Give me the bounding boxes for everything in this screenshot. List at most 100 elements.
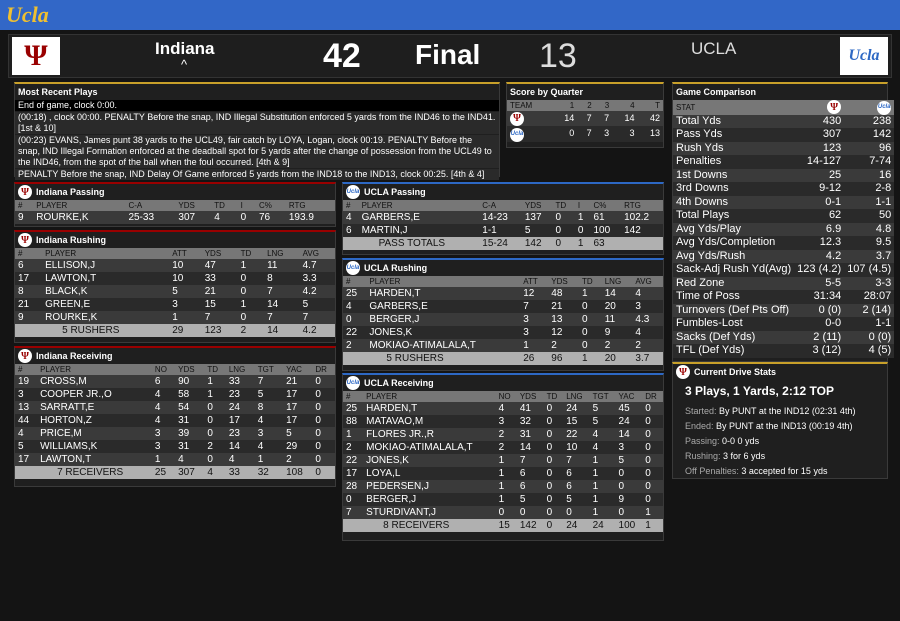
column-header[interactable]: DR xyxy=(642,391,663,402)
stat-label: 1st Downs xyxy=(673,168,795,182)
column-header[interactable]: PLAYER xyxy=(358,200,480,211)
player-row[interactable]: 44 HORTON,Z 4 31 0 17 4 17 0 xyxy=(15,414,335,427)
drive-row: Off Penalties: 3 accepted for 15 yds xyxy=(673,464,887,479)
column-header[interactable]: LNG xyxy=(563,391,590,402)
column-header[interactable]: ATT xyxy=(520,276,549,287)
player-row[interactable]: 9 ROURKE,K 25-33 307 4 0 76 193.9 xyxy=(15,211,335,224)
player-row[interactable]: 4 GARBERS,E 7 21 0 20 3 xyxy=(343,300,663,313)
column-header[interactable]: YDS xyxy=(175,364,205,375)
column-header[interactable]: TD xyxy=(543,391,564,402)
player-row[interactable]: 2 MOKIAO-ATIMALALA,T 2 14 0 10 4 3 0 xyxy=(343,441,663,454)
column-header[interactable]: RTG xyxy=(621,200,663,211)
ucla-value: 7-74 xyxy=(844,155,895,169)
stat-cell: 76 xyxy=(255,211,286,224)
player-row[interactable]: 0 BERGER,J 3 13 0 11 4.3 xyxy=(343,313,663,326)
column-header[interactable]: TD xyxy=(211,200,238,211)
ucla-value: 3-3 xyxy=(844,276,895,290)
column-header[interactable]: TD xyxy=(552,200,575,211)
player-row[interactable]: 17 LOYA,L 1 6 0 6 1 0 0 xyxy=(343,467,663,480)
column-header[interactable]: YDS xyxy=(521,200,553,211)
column-header[interactable]: YAC xyxy=(615,391,643,402)
player-row[interactable]: 6 ELLISON,J 10 47 1 11 4.7 xyxy=(15,259,335,272)
player-row[interactable]: 25 HARDEN,T 4 41 0 24 5 45 0 xyxy=(343,402,663,415)
comparison-row: Pass Yds 307 142 xyxy=(673,128,895,142)
column-header[interactable]: C% xyxy=(590,200,622,211)
team-cell: Ψ xyxy=(507,111,552,126)
column-header[interactable]: PLAYER xyxy=(366,276,521,287)
column-header[interactable]: YDS xyxy=(516,391,544,402)
column-header[interactable]: PLAYER xyxy=(363,391,496,402)
player-row[interactable]: 88 MATAVAO,M 3 32 0 15 5 24 0 xyxy=(343,415,663,428)
column-header[interactable]: PLAYER xyxy=(37,364,152,375)
player-row[interactable]: 5 WILLIAMS,K 3 31 2 14 4 29 0 xyxy=(15,440,335,453)
column-header[interactable]: YAC xyxy=(283,364,313,375)
column-header[interactable]: AVG xyxy=(299,248,335,259)
player-row[interactable]: 17 LAWTON,T 1 4 0 4 1 2 0 xyxy=(15,453,335,466)
ucla-brand-logo[interactable]: Ucla xyxy=(6,2,49,27)
column-header[interactable]: LNG xyxy=(225,364,255,375)
player-row[interactable]: 4 PRICE,M 3 39 0 23 3 5 0 xyxy=(15,427,335,440)
player-row[interactable]: 8 BLACK,K 5 21 0 7 4.2 xyxy=(15,285,335,298)
column-header[interactable]: LNG xyxy=(601,276,633,287)
player-row[interactable]: 13 SARRATT,E 4 54 0 24 8 17 0 xyxy=(15,401,335,414)
player-row[interactable]: 6 MARTIN,J 1-1 5 0 0 100 142 xyxy=(343,224,663,237)
column-header[interactable]: AVG xyxy=(632,276,663,287)
column-header[interactable]: YDS xyxy=(548,276,579,287)
column-header[interactable]: TGT xyxy=(589,391,616,402)
player-row[interactable]: 19 CROSS,M 6 90 1 33 7 21 0 xyxy=(15,375,335,388)
player-row[interactable]: 4 GARBERS,E 14-23 137 0 1 61 102.2 xyxy=(343,211,663,224)
stat-cell: 2 xyxy=(548,339,579,352)
column-header[interactable]: # xyxy=(343,391,364,402)
player-row[interactable]: 22 JONES,K 1 7 0 7 1 5 0 xyxy=(343,454,663,467)
column-header[interactable]: I xyxy=(574,200,591,211)
comparison-row: Fumbles-Lost 0-0 1-1 xyxy=(673,317,895,331)
iu-value: 123 xyxy=(794,141,845,155)
player-row[interactable]: 21 GREEN,E 3 15 1 14 5 xyxy=(15,298,335,311)
column-header[interactable]: C-A xyxy=(479,200,522,211)
player-row[interactable]: 1 FLORES JR.,R 2 31 0 22 4 14 0 xyxy=(343,428,663,441)
column-header[interactable]: PLAYER xyxy=(42,248,170,259)
player-row[interactable]: 22 JONES,K 3 12 0 9 4 xyxy=(343,326,663,339)
column-header[interactable]: NO xyxy=(495,391,517,402)
stat-label: Turnovers (Def Pts Off) xyxy=(673,303,795,317)
comparison-row: Avg Yds/Completion 12.3 9.5 xyxy=(673,236,895,250)
column-header[interactable]: # xyxy=(15,200,34,211)
column-header[interactable]: ATT xyxy=(169,248,202,259)
column-header[interactable]: TD xyxy=(204,364,226,375)
caret-up-icon[interactable]: ^ xyxy=(181,57,188,72)
column-header[interactable]: # xyxy=(15,248,43,259)
player-row[interactable]: 17 LAWTON,T 10 33 0 8 3.3 xyxy=(15,272,335,285)
column-header[interactable]: RTG xyxy=(285,200,335,211)
drive-details: Started: By PUNT at the IND12 (02:31 4th… xyxy=(673,404,887,479)
header-row: # PLAYER ATT YDS TD LNG AVG xyxy=(343,276,663,287)
stat-cell: 4.3 xyxy=(632,313,663,326)
player-row[interactable]: 3 COOPER JR.,O 4 58 1 23 5 17 0 xyxy=(15,388,335,401)
column-header[interactable]: C-A xyxy=(125,200,176,211)
total-cell: 0 xyxy=(543,519,564,532)
column-header[interactable]: NO xyxy=(151,364,176,375)
indiana-icon: Ψ xyxy=(510,111,524,126)
comparison-row: 3rd Downs 9-12 2-8 xyxy=(673,182,895,196)
column-header[interactable]: # xyxy=(343,200,359,211)
column-header[interactable]: LNG xyxy=(264,248,300,259)
column-header[interactable]: YDS xyxy=(201,248,238,259)
column-header[interactable]: # xyxy=(343,276,367,287)
column-header[interactable]: # xyxy=(15,364,38,375)
stat-cell: 0 xyxy=(516,506,544,519)
total-cell: 100 xyxy=(615,519,643,532)
player-row[interactable]: 9 ROURKE,K 1 7 0 7 7 xyxy=(15,311,335,324)
column-header[interactable]: PLAYER xyxy=(33,200,126,211)
player-row[interactable]: 7 STURDIVANT,J 0 0 0 0 1 0 1 xyxy=(343,506,663,519)
column-header[interactable]: TD xyxy=(237,248,265,259)
column-header[interactable]: C% xyxy=(255,200,286,211)
player-name: JONES,K xyxy=(366,326,521,339)
player-row[interactable]: 2 MOKIAO-ATIMALALA,T 1 2 0 2 2 xyxy=(343,339,663,352)
column-header[interactable]: DR xyxy=(312,364,335,375)
player-row[interactable]: 28 PEDERSEN,J 1 6 0 6 1 0 0 xyxy=(343,480,663,493)
player-row[interactable]: 0 BERGER,J 1 5 0 5 1 9 0 xyxy=(343,493,663,506)
column-header[interactable]: TGT xyxy=(254,364,284,375)
column-header[interactable]: I xyxy=(237,200,256,211)
player-row[interactable]: 25 HARDEN,T 12 48 1 14 4 xyxy=(343,287,663,300)
column-header[interactable]: YDS xyxy=(175,200,212,211)
column-header[interactable]: TD xyxy=(578,276,602,287)
